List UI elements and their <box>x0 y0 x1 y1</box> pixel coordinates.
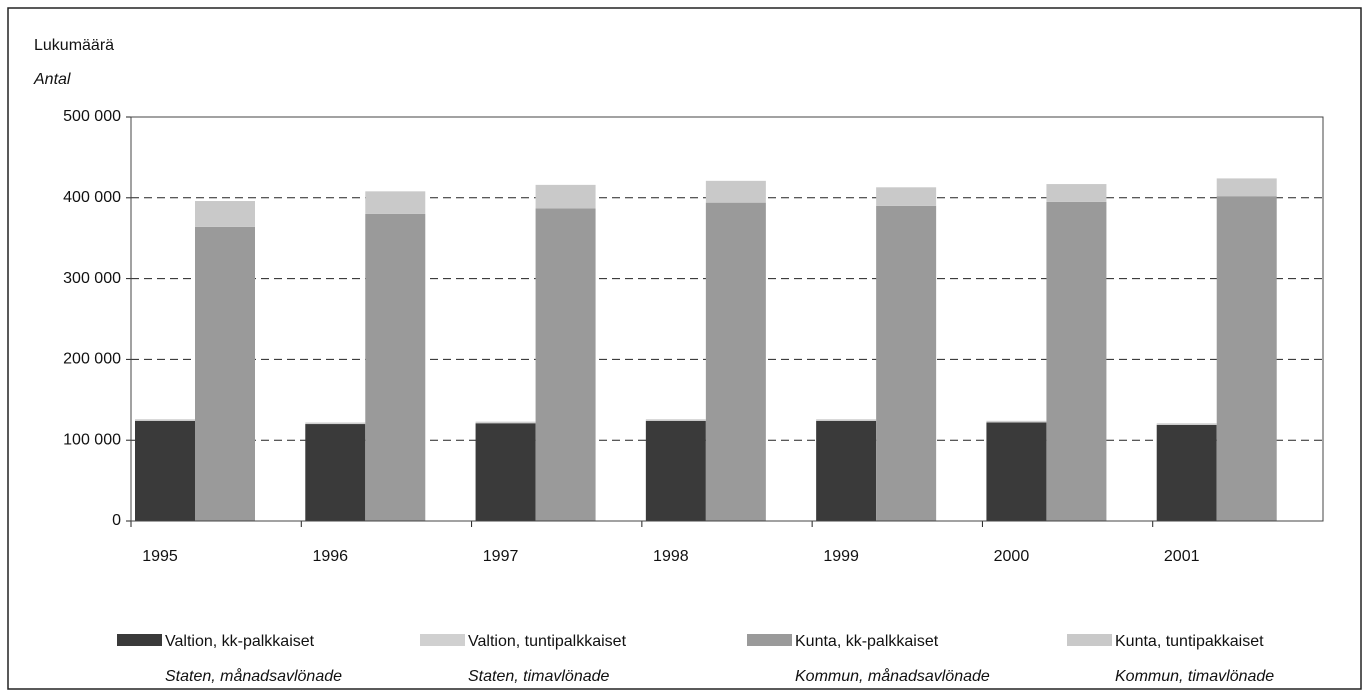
legend-label: Kunta, tuntipakkaiset <box>1115 633 1264 650</box>
bar-segment <box>645 419 706 421</box>
bar-segment <box>475 423 536 521</box>
y-tick-label: 500 000 <box>63 108 121 125</box>
bar-segment <box>195 226 255 521</box>
legend-swatch <box>117 634 162 646</box>
bar-segment <box>816 420 877 521</box>
legend-label-sv: Staten, timavlönade <box>468 668 610 685</box>
bar-segment <box>986 420 1047 423</box>
bar-segment <box>305 424 366 521</box>
bar-segment <box>135 419 195 421</box>
legend-swatch <box>420 634 465 646</box>
bar-segment <box>705 180 766 203</box>
bar-segment <box>1216 196 1277 521</box>
legend-label: Valtion, tuntipalkkaiset <box>468 633 627 650</box>
plot-frame <box>130 116 1324 522</box>
bar-segment <box>876 187 937 206</box>
bar-segment <box>475 421 536 424</box>
bar-segment <box>986 422 1047 521</box>
x-tick-label: 1997 <box>483 548 519 565</box>
x-tick-label: 2000 <box>994 548 1030 565</box>
chart-subtitle: Antal <box>33 71 71 88</box>
bar-segment <box>195 201 255 227</box>
legend-label: Valtion, kk-palkkaiset <box>165 633 315 650</box>
y-tick-label: 400 000 <box>63 189 121 206</box>
x-tick-label: 1999 <box>823 548 859 565</box>
y-tick-label: 0 <box>112 512 121 529</box>
bar-segment <box>876 205 937 521</box>
bar-segment <box>645 420 706 521</box>
x-tick-label: 1996 <box>312 548 348 565</box>
y-tick-label: 300 000 <box>63 270 121 287</box>
bar-segment <box>535 184 596 209</box>
legend-label: Kunta, kk-palkkaiset <box>795 633 939 650</box>
y-tick-label: 200 000 <box>63 351 121 368</box>
legend-label-sv: Kommun, månadsavlönade <box>795 667 990 685</box>
y-tick-label: 100 000 <box>63 431 121 448</box>
x-tick-label: 1998 <box>653 548 689 565</box>
bar-segment <box>1156 424 1217 521</box>
bar-segment <box>535 208 596 521</box>
bar-segment <box>1156 423 1217 425</box>
bar-segment <box>705 202 766 521</box>
bar-segment <box>365 191 426 214</box>
legend-label-sv: Kommun, timavlönade <box>1115 668 1274 685</box>
chart-title: Lukumäärä <box>34 37 114 54</box>
legend-label-sv: Staten, månadsavlönade <box>165 667 342 685</box>
bar-segment <box>1216 178 1277 197</box>
frame <box>7 7 1362 690</box>
x-tick-label: 1995 <box>142 548 178 565</box>
bar-segment <box>365 213 426 521</box>
legend-swatch <box>747 634 792 646</box>
bar-segment <box>305 422 366 425</box>
bar-segment <box>1046 184 1107 202</box>
bar-segment <box>1046 201 1107 521</box>
bar-segment <box>135 420 195 521</box>
bar-segment <box>816 419 877 421</box>
x-tick-label: 2001 <box>1164 548 1200 565</box>
legend-swatch <box>1067 634 1112 646</box>
